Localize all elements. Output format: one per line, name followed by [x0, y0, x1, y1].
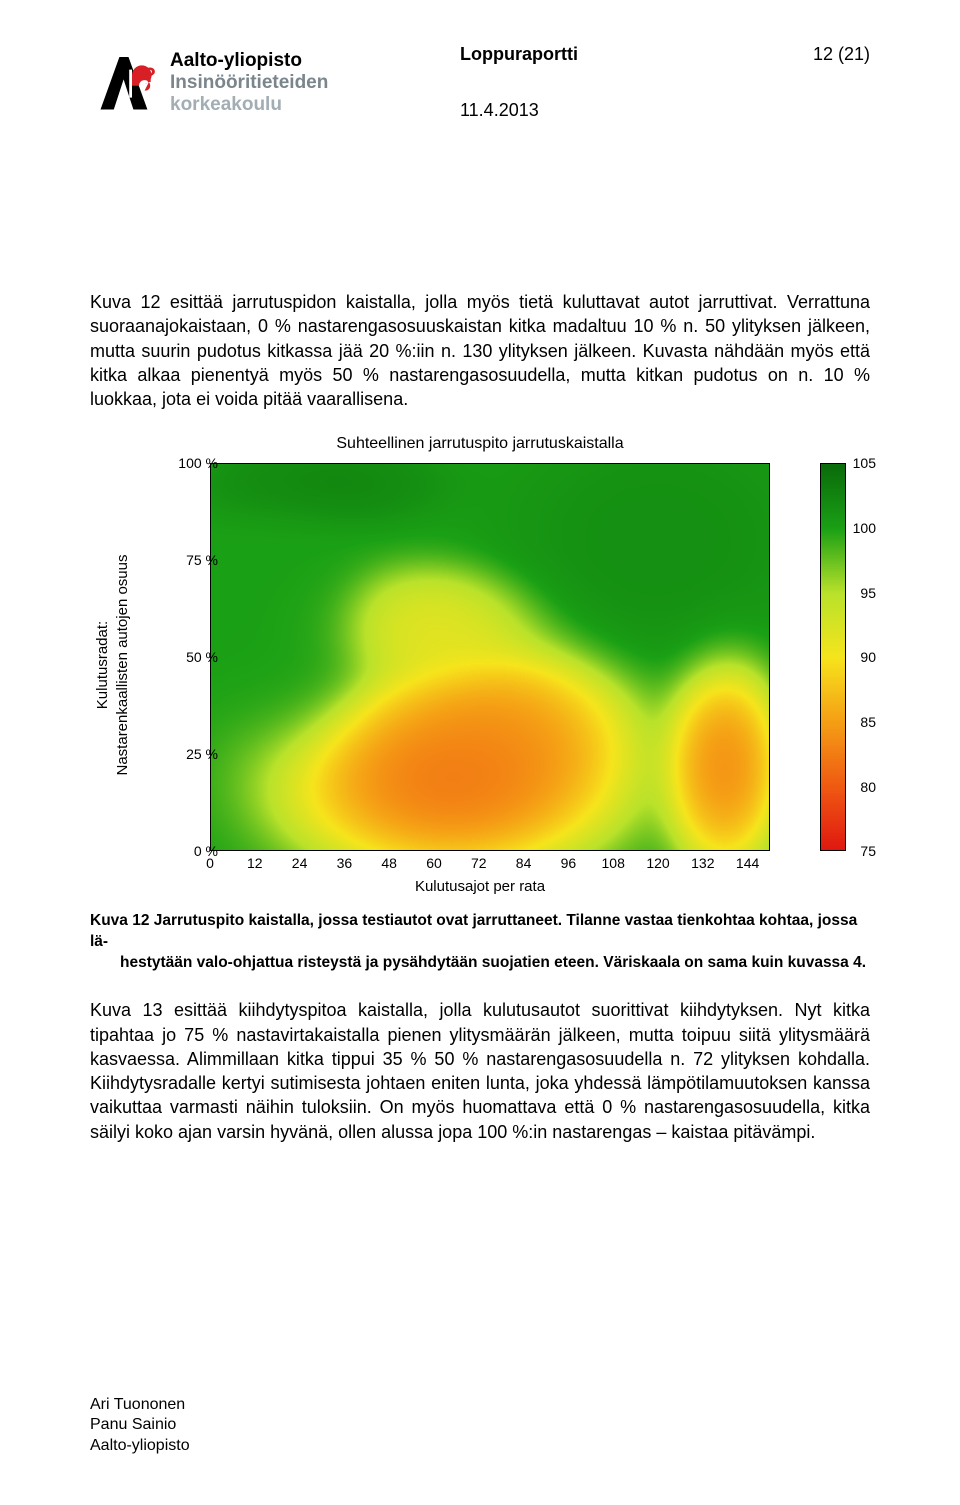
doc-title: Loppuraportti — [460, 44, 578, 65]
y-axis-label-2: Nastarenkaallisten autojen osuus — [114, 555, 131, 776]
colorbar-tick-label: 90 — [860, 649, 876, 665]
heatmap-chart: Suhteellinen jarrutuspito jarrutuskaista… — [90, 435, 870, 895]
colorbar-tick-label: 95 — [860, 585, 876, 601]
paragraph-2: Kuva 13 esittää kiihdytyspitoa kaistalla… — [90, 998, 870, 1144]
x-tick-label: 108 — [602, 855, 625, 871]
x-tick-label: 72 — [471, 855, 487, 871]
colorbar-canvas — [821, 464, 845, 850]
caption-lead: Kuva 12 Jarrutuspito kaistalla, jossa te… — [90, 912, 857, 950]
colorbar-tick-label: 80 — [860, 779, 876, 795]
doc-date: 11.4.2013 — [460, 100, 539, 121]
aalto-logo-text: Aalto-yliopisto Insinööritieteiden korke… — [170, 50, 328, 116]
footer-line-1: Ari Tuononen — [90, 1395, 190, 1416]
y-tick-label: 75 % — [158, 552, 218, 568]
svg-text:?: ? — [143, 64, 156, 87]
y-tick-label: 25 % — [158, 746, 218, 762]
aalto-mark-icon: ? — [90, 50, 160, 120]
colorbar-tick-label: 75 — [860, 843, 876, 859]
x-tick-label: 144 — [736, 855, 759, 871]
x-tick-label: 24 — [292, 855, 308, 871]
y-axis-label-1: Kulutusradat: — [94, 621, 111, 709]
logo-line1: Aalto-yliopisto — [170, 50, 328, 72]
x-tick-label: 132 — [691, 855, 714, 871]
footer-line-3: Aalto-yliopisto — [90, 1436, 190, 1457]
colorbar-tick-label: 100 — [853, 520, 876, 536]
chart-title: Suhteellinen jarrutuspito jarrutuskaista… — [336, 435, 623, 453]
header: ? Aalto-yliopisto Insinööritieteiden kor… — [90, 50, 870, 170]
x-axis-label: Kulutusajot per rata — [415, 878, 545, 895]
caption-rest: hestytään valo-ohjattua risteystä ja pys… — [120, 953, 870, 974]
colorbar — [820, 463, 846, 851]
x-tick-label: 48 — [381, 855, 397, 871]
footer: Ari Tuononen Panu Sainio Aalto-yliopisto — [90, 1395, 190, 1457]
figure-caption: Kuva 12 Jarrutuspito kaistalla, jossa te… — [90, 911, 870, 974]
x-tick-label: 12 — [247, 855, 263, 871]
colorbar-tick-label: 85 — [860, 714, 876, 730]
aalto-logo: ? Aalto-yliopisto Insinööritieteiden kor… — [90, 50, 328, 120]
page: ? Aalto-yliopisto Insinööritieteiden kor… — [0, 0, 960, 1505]
y-tick-label: 50 % — [158, 649, 218, 665]
heatmap-canvas — [211, 464, 769, 850]
x-tick-label: 60 — [426, 855, 442, 871]
x-tick-label: 96 — [561, 855, 577, 871]
y-tick-label: 100 % — [158, 455, 218, 471]
page-number: 12 (21) — [813, 44, 870, 65]
logo-line3: korkeakoulu — [170, 94, 328, 116]
logo-line2: Insinööritieteiden — [170, 72, 328, 94]
footer-line-2: Panu Sainio — [90, 1415, 190, 1436]
plot-area — [210, 463, 770, 851]
x-tick-label: 0 — [206, 855, 214, 871]
paragraph-1: Kuva 12 esittää jarrutuspidon kaistalla,… — [90, 290, 870, 411]
x-tick-label: 36 — [337, 855, 353, 871]
x-tick-label: 120 — [646, 855, 669, 871]
x-tick-label: 84 — [516, 855, 532, 871]
colorbar-tick-label: 105 — [853, 455, 876, 471]
